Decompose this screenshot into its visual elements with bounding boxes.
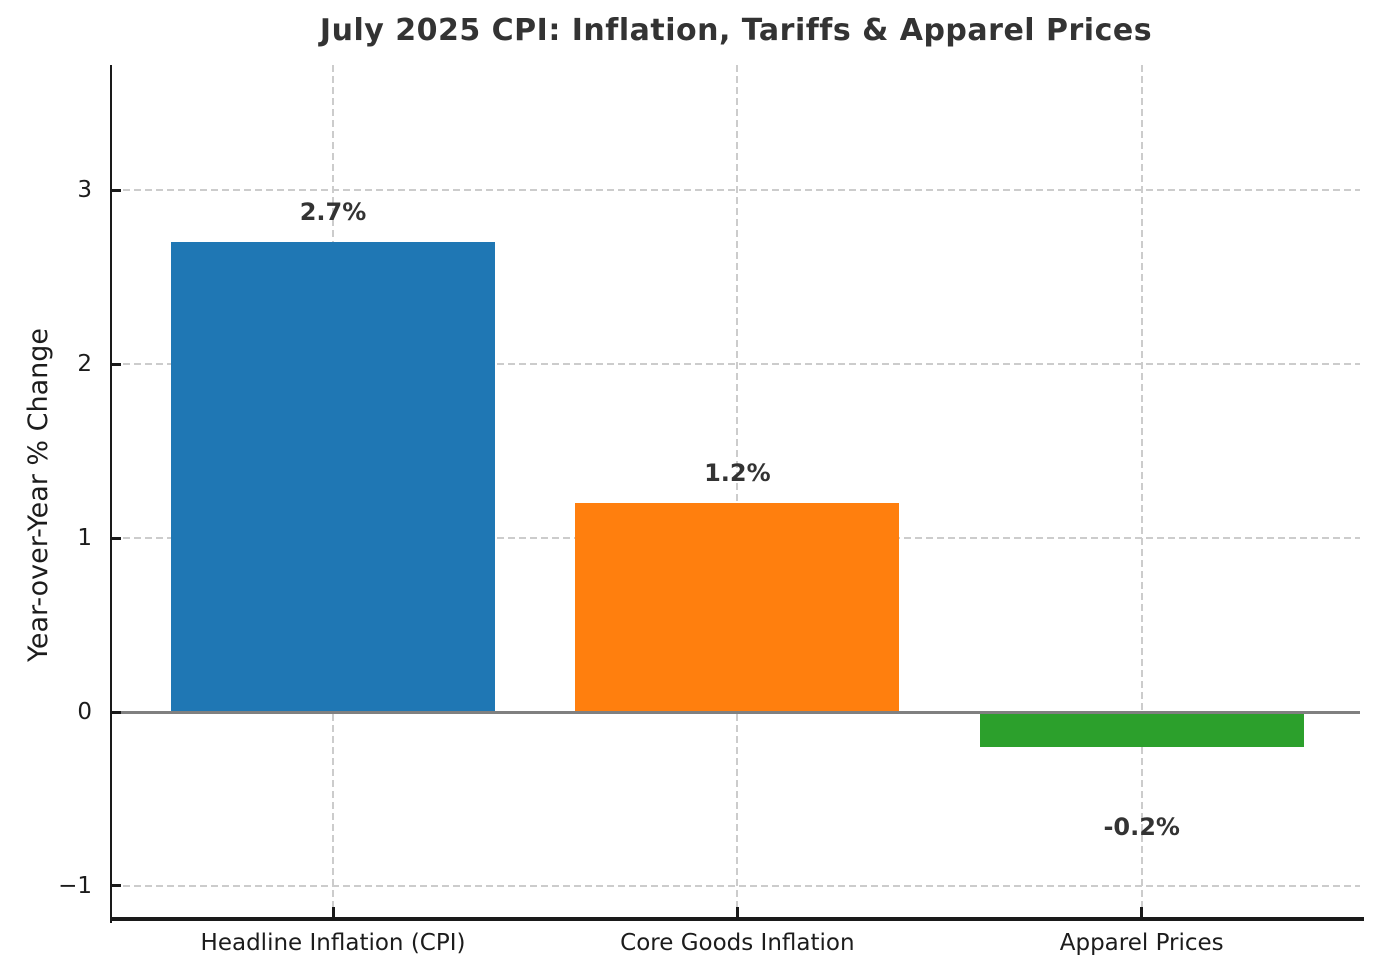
- bar-value-label: -0.2%: [1103, 812, 1180, 841]
- bar-headline-inflation-cpi: [171, 242, 495, 713]
- x-gridline: [736, 65, 739, 919]
- y-tick-mark: [112, 710, 121, 714]
- y-gridline: [112, 363, 1360, 366]
- zero-line: [112, 710, 1360, 714]
- x-gridline: [1140, 65, 1143, 919]
- bar-value-label: 1.2%: [704, 459, 771, 488]
- y-tick-mark: [112, 884, 121, 888]
- y-tick-label: 2: [77, 351, 92, 378]
- y-tick-label: 1: [77, 525, 92, 552]
- x-tick-label-core-goods-inflation: Core Goods Inflation: [620, 930, 855, 956]
- bottom-spine: [110, 917, 1364, 921]
- x-tick-mark: [331, 907, 335, 917]
- x-tick-label-apparel-prices: Apparel Prices: [1059, 930, 1224, 956]
- y-tick-mark: [112, 536, 121, 540]
- left-spine: [110, 65, 112, 923]
- chart-title: July 2025 CPI: Inflation, Tariffs & Appa…: [319, 13, 1153, 48]
- y-axis-label: Year-over-Year % Change: [23, 327, 54, 663]
- y-tick-label: 0: [77, 699, 92, 726]
- x-tick-mark: [1140, 907, 1144, 917]
- y-tick-label: 3: [77, 177, 92, 204]
- y-gridline: [112, 189, 1360, 192]
- y-gridline: [112, 884, 1360, 887]
- x-tick-mark: [735, 907, 739, 917]
- y-tick-mark: [112, 362, 121, 366]
- bar-value-label: 2.7%: [299, 198, 367, 227]
- bar-apparel-prices: [979, 712, 1304, 747]
- y-tick-label: −1: [58, 872, 92, 899]
- y-tick-mark: [112, 188, 121, 192]
- bar-core-goods-inflation: [575, 503, 900, 712]
- x-tick-label-headline-inflation-cpi: Headline Inflation (CPI): [200, 930, 466, 956]
